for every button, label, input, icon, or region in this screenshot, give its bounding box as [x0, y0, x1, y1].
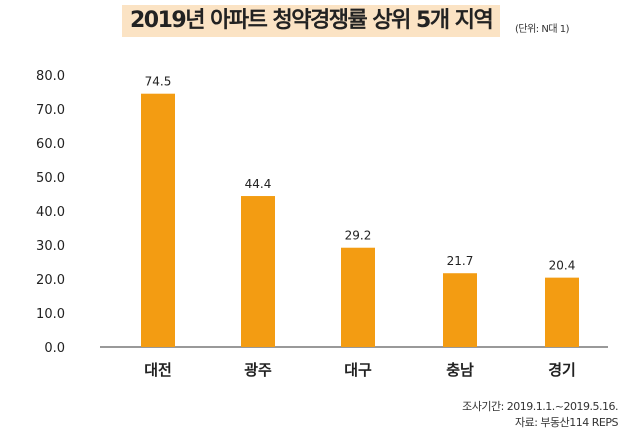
value-label: 74.5: [145, 75, 172, 89]
period-note: 조사기간: 2019.1.1.~2019.5.16.: [462, 400, 618, 413]
y-tick-label: 20.0: [36, 273, 65, 288]
y-tick-label: 80.0: [36, 69, 65, 84]
x-tick-label: 대구: [344, 361, 372, 379]
value-label: 44.4: [245, 177, 272, 191]
y-tick-label: 50.0: [36, 171, 65, 186]
unit-label: (단위: N대 1): [515, 24, 569, 35]
chart-title: 2019년 아파트 청약경쟁률 상위 5개 지역: [122, 5, 501, 37]
y-tick-label: 40.0: [36, 205, 65, 220]
y-tick-label: 60.0: [36, 137, 65, 152]
value-label: 20.4: [549, 259, 576, 273]
y-tick-label: 70.0: [36, 103, 65, 118]
bar: [241, 196, 275, 347]
y-tick-label: 30.0: [36, 239, 65, 254]
y-tick-label: 10.0: [36, 307, 65, 322]
source-note: 자료: 부동산114 REPS: [514, 416, 619, 429]
x-tick-label: 광주: [244, 361, 272, 379]
y-tick-label: 0.0: [44, 341, 65, 356]
value-label: 21.7: [447, 254, 474, 268]
bar: [545, 277, 579, 347]
bar: [443, 273, 477, 347]
x-tick-label: 충남: [446, 361, 474, 379]
x-tick-label: 대전: [144, 361, 172, 379]
bar: [341, 247, 375, 347]
value-label: 29.2: [345, 229, 372, 243]
bar: [141, 93, 175, 347]
x-tick-label: 경기: [548, 361, 576, 379]
